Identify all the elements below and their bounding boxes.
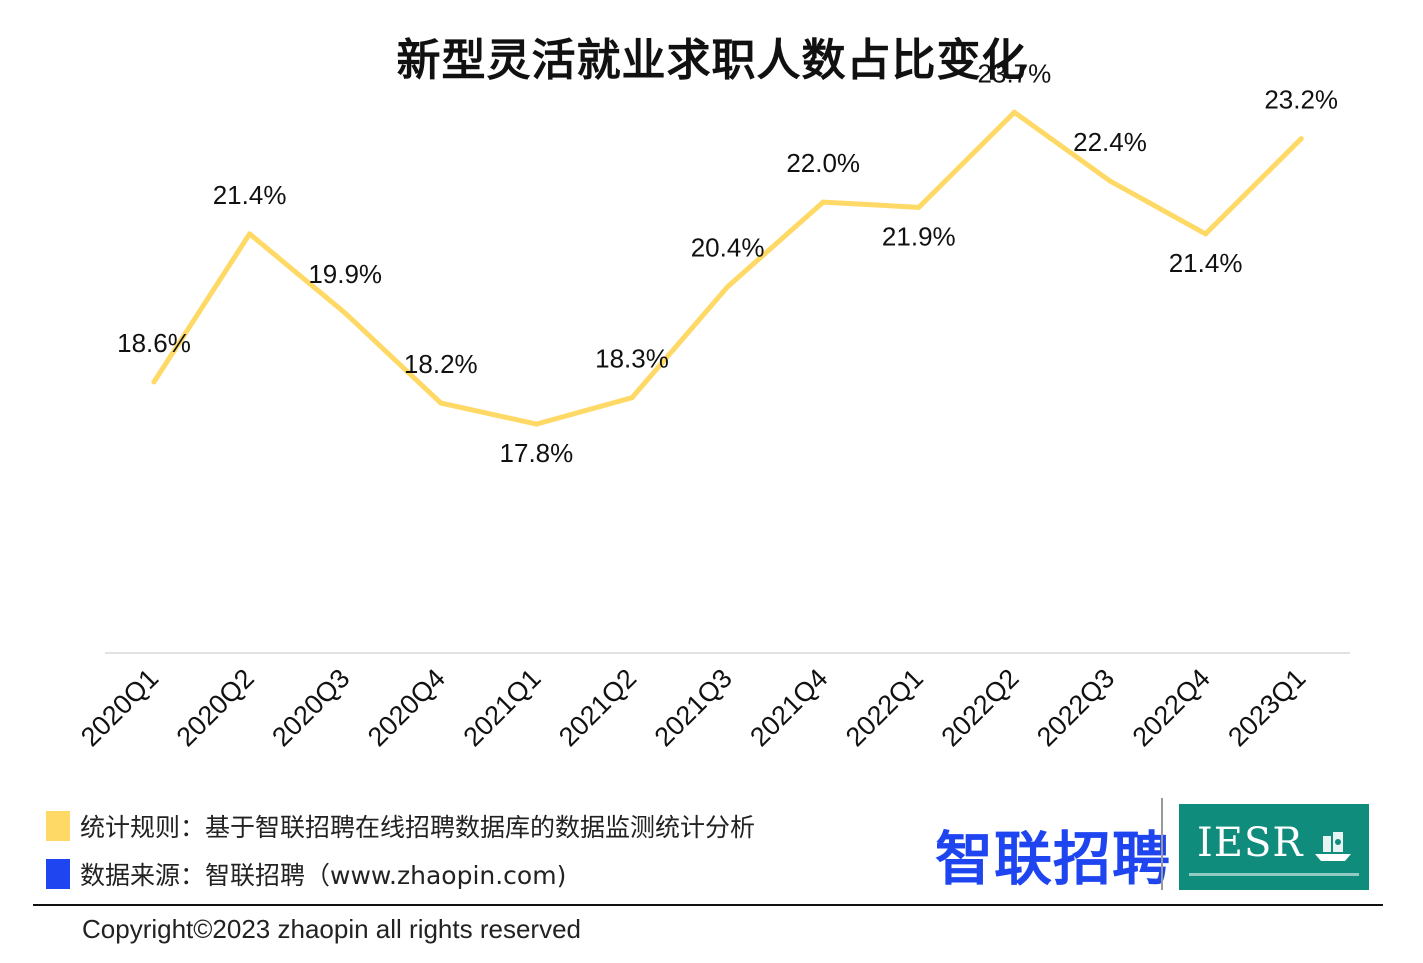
data-point	[1298, 136, 1304, 142]
data-label: 21.4%	[1169, 248, 1243, 278]
data-point	[725, 284, 731, 290]
x-tick-label: 2022Q4	[1127, 663, 1216, 752]
data-point	[916, 204, 922, 210]
x-tick-label: 2020Q2	[171, 663, 260, 752]
iesr-logo-text: IESR	[1197, 820, 1304, 866]
x-tick-layer: 2020Q1 2020Q2 2020Q3 2020Q4 2021Q1 2021Q2 2021…	[75, 663, 1311, 752]
ship-icon	[1315, 832, 1351, 861]
source-swatch	[46, 859, 70, 889]
data-point	[1011, 109, 1017, 115]
x-tick-label: 2020Q1	[75, 663, 164, 752]
iesr-logo: IESR	[1179, 804, 1369, 890]
data-label: 21.9%	[882, 221, 956, 251]
data-point	[1203, 231, 1209, 237]
data-label: 22.4%	[1073, 127, 1147, 157]
x-tick-label: 2021Q2	[553, 663, 642, 752]
data-point	[247, 231, 253, 237]
data-label: 18.6%	[117, 328, 191, 358]
x-tick-label: 2020Q3	[266, 663, 355, 752]
rule-swatch	[46, 811, 70, 841]
data-point	[342, 310, 348, 316]
data-label: 22.0%	[786, 148, 860, 178]
data-label: 19.9%	[308, 259, 382, 289]
source-note: 数据来源：智联招聘（www.zhaopin.com)	[46, 856, 566, 892]
data-label: 23.2%	[1264, 85, 1338, 115]
data-point	[438, 400, 444, 406]
chart-title: 新型灵活就业求职人数占比变化	[396, 35, 1027, 86]
data-point	[533, 421, 539, 427]
x-tick-label: 2023Q1	[1222, 663, 1311, 752]
x-tick-label: 2022Q1	[840, 663, 929, 752]
data-label-layer: 18.6% 21.4% 19.9% 18.2% 17.8% 18.3% 20.4% 22.0%…	[117, 58, 1338, 468]
x-tick-label: 2021Q4	[744, 663, 833, 752]
copyright-text: Copyright©2023 zhaopin all rights reserv…	[82, 914, 581, 944]
x-tick-label: 2021Q3	[649, 663, 738, 752]
data-label: 18.2%	[404, 349, 478, 379]
x-tick-label: 2021Q1	[457, 663, 546, 752]
logo-divider	[1161, 798, 1163, 890]
footer-rule	[33, 904, 1383, 906]
x-tick-label: 2022Q2	[935, 663, 1024, 752]
line-chart: 18.6% 21.4% 19.9% 18.2% 17.8% 18.3% 20.4% 22.0%…	[75, 58, 1350, 752]
data-label: 21.4%	[213, 180, 287, 210]
source-text: 数据来源：智联招聘（www.zhaopin.com)	[80, 861, 567, 890]
data-label: 20.4%	[691, 233, 765, 263]
data-point	[1107, 178, 1113, 184]
data-label: 17.8%	[500, 438, 574, 468]
zhaopin-logo: 智联招聘	[935, 825, 1172, 893]
data-label: 18.3%	[595, 344, 669, 374]
data-label: 23.7%	[978, 58, 1052, 88]
rule-text: 统计规则：基于智联招聘在线招聘数据库的数据监测统计分析	[80, 813, 756, 842]
x-tick-label: 2022Q3	[1031, 663, 1120, 752]
data-point	[151, 379, 157, 385]
series-layer	[151, 109, 1304, 427]
data-point	[629, 395, 635, 401]
x-tick-label: 2020Q4	[362, 663, 451, 752]
rule-note: 统计规则：基于智联招聘在线招聘数据库的数据监测统计分析	[46, 808, 755, 844]
iesr-tagline	[1189, 873, 1359, 876]
data-point	[820, 199, 826, 205]
